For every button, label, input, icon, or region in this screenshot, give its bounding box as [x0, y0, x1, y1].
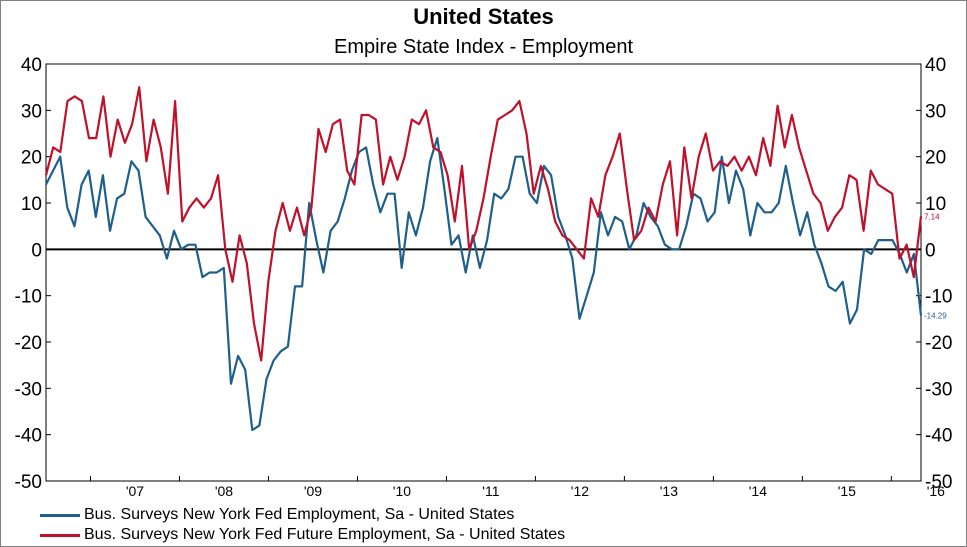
end-label-0: -14.29: [924, 312, 947, 321]
x-tick-label: '11: [482, 483, 499, 499]
x-tick-label: '15: [838, 483, 856, 499]
x-axis: '07 '08 '09 '10 '11 '12 '13 '14 '15 '16: [89, 476, 945, 499]
y-tick-label-left: 10: [21, 194, 42, 215]
legend: Bus. Surveys New York Fed Employment, Sa…: [40, 505, 565, 545]
y-tick-label-right: 30: [925, 101, 946, 122]
chart-title: United States: [413, 4, 554, 29]
y-axis-left: 40 30 20 10 0 -10 -20 -30 -40 -50: [15, 55, 51, 493]
x-tick-label: '12: [571, 483, 589, 499]
y-tick-label-left: -50: [15, 472, 42, 493]
y-tick-label-left: 0: [31, 240, 42, 261]
y-tick-label-left: 30: [21, 101, 42, 122]
y-tick-label-left: -40: [15, 426, 42, 447]
legend-label-future-employment: Bus. Surveys New York Fed Future Employm…: [84, 526, 566, 543]
y-tick-label-right: -40: [925, 426, 952, 447]
y-tick-label-left: 20: [21, 148, 42, 169]
y-tick-label-left: -10: [15, 287, 42, 308]
x-tick-label: '10: [393, 483, 411, 499]
y-axis-right: 40 30 20 10 0 -10 -20 -30 -40 -50: [916, 55, 952, 493]
y-tick-label-right: 40: [925, 55, 946, 76]
legend-label-employment: Bus. Surveys New York Fed Employment, Sa…: [84, 506, 515, 523]
y-tick-label-right: -20: [925, 333, 952, 354]
series-line-1: [44, 86, 923, 362]
x-tick-label: '16: [927, 483, 945, 499]
legend-swatch-future-employment: [40, 533, 80, 537]
y-tick-label-right: -30: [925, 379, 952, 400]
y-tick-label-right: 10: [925, 194, 946, 215]
y-tick-label-right: 0: [925, 240, 936, 261]
x-tick-label: '13: [660, 483, 678, 499]
series-lines: [44, 86, 923, 432]
y-tick-label-left: -30: [15, 379, 42, 400]
chart-subtitle: Empire State Index - Employment: [333, 36, 633, 58]
end-labels: -14.29 7.14: [924, 212, 947, 320]
y-tick-label-left: -20: [15, 333, 42, 354]
x-tick-label: '08: [215, 483, 233, 499]
x-tick-label: '09: [304, 483, 322, 499]
x-tick-label: '07: [126, 483, 144, 499]
legend-item-employment: Bus. Surveys New York Fed Employment, Sa…: [40, 505, 565, 525]
legend-swatch-employment: [40, 513, 80, 517]
y-tick-label-left: 40: [21, 55, 42, 76]
y-tick-label-right: -10: [925, 287, 952, 308]
legend-item-future-employment: Bus. Surveys New York Fed Future Employm…: [40, 525, 565, 545]
y-tick-label-right: 20: [925, 148, 946, 169]
series-line-0: [45, 137, 923, 432]
y-tick-label-right: -50: [925, 472, 952, 493]
end-label-1: 7.14: [924, 212, 940, 221]
x-tick-label: '14: [749, 483, 767, 499]
